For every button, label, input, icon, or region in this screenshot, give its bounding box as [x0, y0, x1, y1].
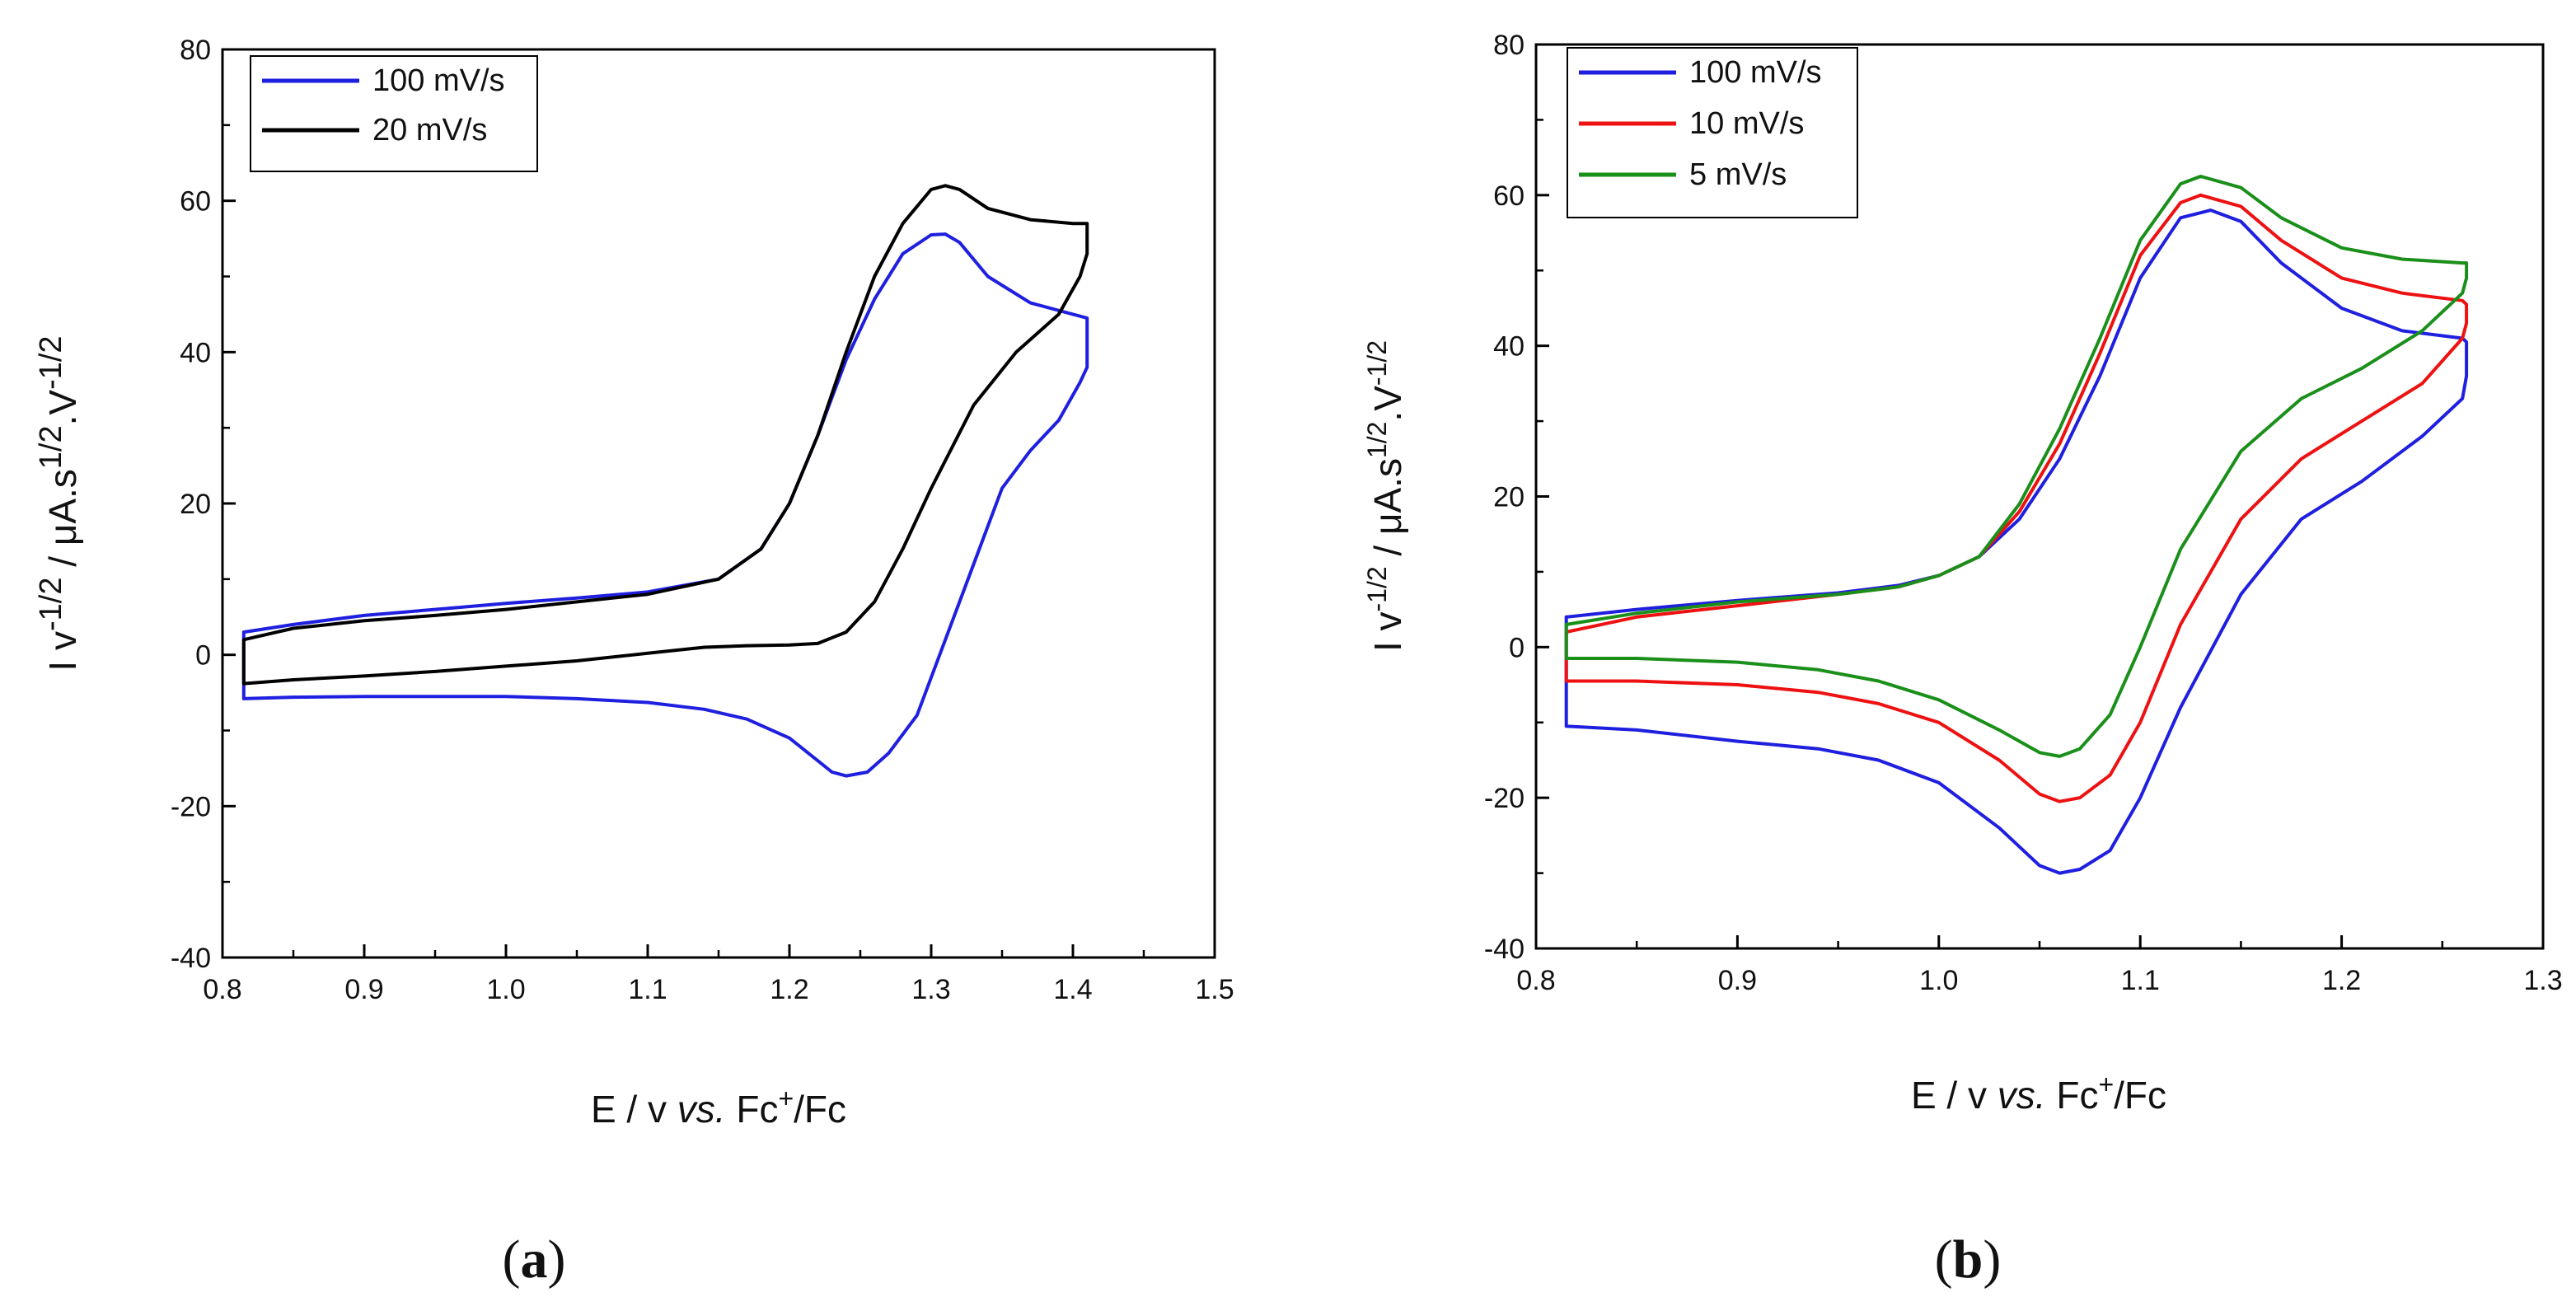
axis-ticks-b: 0.8 0.9 1.0 1.1 1.2 1.3 -40 -20 0 20 40 60 80: [1484, 30, 2563, 996]
legend-a: 100 mV/s 20 mV/s: [250, 55, 538, 172]
y-tick-label: -20: [1484, 783, 1525, 814]
y-tick-label: -40: [1484, 934, 1525, 965]
series-line-5-mv-s: [1564, 175, 2469, 758]
x-tick-label: 1.1: [628, 974, 667, 1005]
y-tick-label: 60: [180, 186, 211, 218]
legend-label: 10 mV/s: [1689, 106, 1804, 141]
legend-label: 20 mV/s: [372, 113, 487, 147]
x-tick-label: 1.2: [770, 974, 808, 1005]
x-tick-label: 1.3: [911, 974, 950, 1005]
axis-ticks-a: 0.8 0.9 1.0 1.1 1.2 1.3 1.4 1.5 -40 -20 0 20 40 60 80: [171, 35, 1234, 1005]
y-tick-label: 0: [1509, 632, 1525, 663]
plot-frame-a: [221, 48, 1216, 959]
y-tick-label: 80: [180, 35, 211, 66]
legend-b: 100 mV/s 10 mV/s 5 mV/s: [1567, 47, 1858, 218]
legend-box: [1567, 47, 1858, 218]
y-tick-label: 20: [180, 489, 211, 520]
x-axis-label-b: E / v vs. Fc+/Fc: [1911, 1070, 2166, 1117]
x-tick-label: 1.4: [1053, 974, 1092, 1005]
x-tick-label: 1.3: [2523, 965, 2562, 996]
legend-box: [250, 55, 538, 172]
legend-label: 100 mV/s: [1689, 55, 1822, 90]
x-tick-label: 1.2: [2322, 965, 2361, 996]
x-tick-label: 1.1: [2121, 965, 2160, 996]
series-line-10-mv-s: [1564, 193, 2469, 803]
x-tick-label: 0.9: [344, 974, 383, 1005]
chart-panel-b: 0.8 0.9 1.0 1.1 1.2 1.3 -40 -20 0 20 40 60 80 100 mV…: [1362, 30, 2563, 1290]
series-line-100-mv-s: [1564, 208, 2469, 875]
legend-label: 5 mV/s: [1689, 157, 1787, 192]
x-axis-label-a: E / v vs. Fc+/Fc: [591, 1084, 846, 1131]
panel-label-a: (a): [503, 1229, 566, 1290]
series-group-a: [241, 184, 1089, 778]
y-tick-label: 40: [1493, 331, 1525, 363]
y-tick-label: -40: [171, 943, 211, 974]
y-tick-label: 60: [1493, 180, 1525, 212]
y-axis-label-b: I v-1/2 / μA.s1/2.V-1/2: [1362, 340, 1409, 652]
x-tick-label: 0.8: [1516, 965, 1555, 996]
x-tick-label: 1.0: [1919, 965, 1958, 996]
y-tick-label: -20: [171, 791, 211, 822]
series-group-b: [1564, 175, 2469, 875]
y-axis-label-a: I v-1/2 / μA.s1/2.V-1/2: [34, 335, 84, 671]
y-tick-label: 20: [1493, 482, 1525, 513]
x-tick-label: 1.0: [486, 974, 525, 1005]
series-line-20-mv-s: [241, 184, 1089, 686]
y-tick-label: 80: [1493, 30, 1525, 61]
x-tick-label: 1.5: [1195, 974, 1234, 1005]
chart-panel-a: 0.8 0.9 1.0 1.1 1.2 1.3 1.4 1.5-40-20020406080 …: [34, 35, 1234, 1290]
panel-label-b: (b): [1935, 1229, 2002, 1290]
series-line-100-mv-s: [241, 232, 1089, 778]
y-tick-label: 0: [195, 640, 211, 672]
legend-label: 100 mV/s: [372, 63, 505, 98]
y-tick-label: 40: [180, 337, 211, 368]
x-tick-label: 0.9: [1718, 965, 1757, 996]
x-tick-label: 0.8: [203, 974, 241, 1005]
